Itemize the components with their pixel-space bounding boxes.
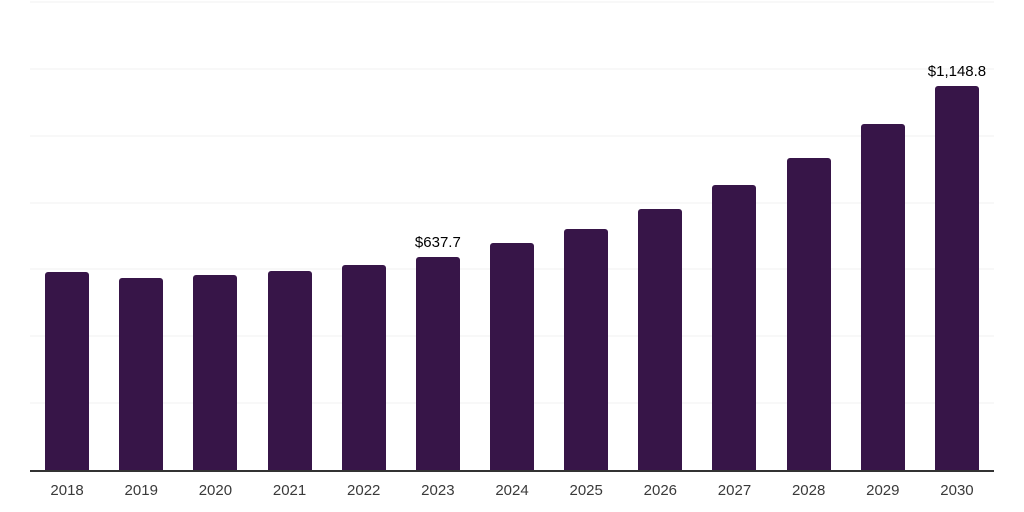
bar-2024 xyxy=(490,243,535,470)
x-tick-2025: 2025 xyxy=(569,482,603,499)
x-tick-2028: 2028 xyxy=(791,482,826,499)
bar-band-2030: $1,148.8 xyxy=(920,2,994,470)
bar-band-2019 xyxy=(104,2,178,470)
bar-2022 xyxy=(341,265,386,470)
bars: $637.7 $1,148.8 xyxy=(30,2,994,470)
bar-band-2028 xyxy=(772,2,846,470)
bar-band-2018 xyxy=(30,2,104,470)
bar-2021 xyxy=(267,271,312,470)
bar-band-2023: $637.7 xyxy=(401,2,475,470)
x-tick-2030: 2030 xyxy=(940,482,974,499)
x-tick-2018: 2018 xyxy=(50,482,84,499)
plot-area: $637.7 $1,148.8 xyxy=(30,1,994,472)
bar-band-2021 xyxy=(252,2,326,470)
x-tick-2022: 2022 xyxy=(347,482,381,499)
bar-2018 xyxy=(45,272,90,470)
gridline-1000 xyxy=(30,135,994,137)
x-axis: 2018 2019 2020 2021 2022 2023 2024 2025 2026 2027… xyxy=(30,482,994,499)
bar-band-2029 xyxy=(846,2,920,470)
x-tick-2024: 2024 xyxy=(495,482,529,499)
bar-2019 xyxy=(119,278,164,470)
bar-2020 xyxy=(193,274,238,470)
x-tick-2029: 2029 xyxy=(866,482,900,499)
bar-2030: $1,148.8 xyxy=(928,64,986,470)
bar-band-2027 xyxy=(697,2,771,470)
bar-2026 xyxy=(638,208,683,470)
x-tick-2026: 2026 xyxy=(643,482,678,499)
bar-2028 xyxy=(786,158,831,470)
gridline-1400 xyxy=(30,1,994,3)
bar-band-2025 xyxy=(549,2,623,470)
x-tick-2023: 2023 xyxy=(421,482,455,499)
bar-2029 xyxy=(860,124,905,470)
x-tick-2019: 2019 xyxy=(124,482,158,499)
gridline-1200 xyxy=(30,68,994,70)
bar-band-2022 xyxy=(327,2,401,470)
gridline-800 xyxy=(30,202,994,204)
data-label-2030: $1,148.8 xyxy=(927,63,987,81)
bar-band-2026 xyxy=(623,2,697,470)
x-tick-2027: 2027 xyxy=(717,482,752,499)
x-tick-2021: 2021 xyxy=(272,482,307,499)
bar-2025 xyxy=(564,228,609,470)
x-tick-2020: 2020 xyxy=(198,482,233,499)
data-label-2023: $637.7 xyxy=(414,234,461,252)
bar-band-2020 xyxy=(178,2,252,470)
bar-2027 xyxy=(712,185,757,470)
x-axis-line xyxy=(30,470,994,472)
bar-band-2024 xyxy=(475,2,549,470)
bar-2023: $637.7 xyxy=(415,235,461,470)
